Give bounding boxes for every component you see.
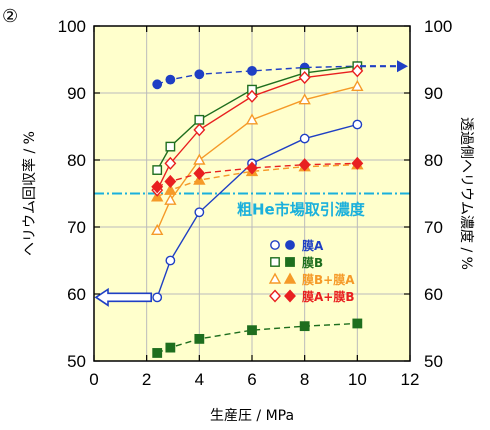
y-axis-label-left: ヘリウム回収率 / % xyxy=(21,131,38,256)
arrows-layer xyxy=(94,60,408,307)
legend-marker-filled xyxy=(284,289,296,303)
x-tick-label: 4 xyxy=(195,370,204,389)
recovery-point xyxy=(164,193,177,205)
recovery-line xyxy=(156,123,358,298)
concentration-point xyxy=(193,166,206,180)
y-tick-label-left: 60 xyxy=(67,285,86,304)
recovery-point xyxy=(194,207,205,218)
concentration-point xyxy=(352,318,363,329)
arrow-right-icon xyxy=(397,60,408,73)
legend-marker-open xyxy=(270,257,280,267)
recovery-point xyxy=(352,119,363,130)
recovery-line xyxy=(156,85,358,231)
series-layer xyxy=(151,61,364,358)
concentration-point xyxy=(247,325,257,336)
recovery-point xyxy=(245,113,259,125)
y-tick-label-right: 70 xyxy=(424,218,443,237)
recovery-point xyxy=(151,223,164,236)
y-tick-label-right: 50 xyxy=(424,352,443,371)
concentration-point xyxy=(164,174,177,188)
concentration-point xyxy=(246,161,258,175)
legend-label: 膜B xyxy=(302,255,323,270)
recovery-point xyxy=(246,89,258,103)
legend-marker-open xyxy=(270,240,280,250)
legend-label: 膜A xyxy=(302,238,324,253)
threshold-label: 粗He市場取引濃度 xyxy=(237,201,366,219)
legend-marker-filled xyxy=(285,257,295,267)
y-tick-label-right: 60 xyxy=(424,285,443,304)
threshold-line: 粗He市場取引濃度 xyxy=(94,192,410,219)
y-tick-label-left: 70 xyxy=(67,218,86,237)
y-tick-label-left: 50 xyxy=(67,352,86,371)
concentration-point xyxy=(298,158,311,172)
recovery-point xyxy=(165,255,176,266)
y-tick-label-left: 90 xyxy=(67,84,86,103)
x-tick-label: 6 xyxy=(247,370,256,389)
recovery-point xyxy=(165,141,176,152)
y-tick-label-right: 80 xyxy=(424,151,443,170)
y-tick-label-right: 100 xyxy=(424,17,452,36)
concentration-point xyxy=(165,74,176,85)
recovery-point xyxy=(194,114,205,125)
legend-label: 膜B+膜A xyxy=(302,272,355,287)
concentration-point xyxy=(351,156,364,170)
legend-marker-filled xyxy=(285,240,295,250)
series-1 xyxy=(152,61,363,303)
concentration-point xyxy=(151,180,164,194)
concentration-point xyxy=(194,333,205,344)
arrow-left-icon xyxy=(94,287,152,307)
legend-marker-open xyxy=(269,289,281,303)
x-tick-label: 8 xyxy=(300,370,309,389)
x-tick-label: 12 xyxy=(401,370,420,389)
legend-marker-open xyxy=(268,272,282,284)
recovery-point xyxy=(298,71,311,85)
recovery-point xyxy=(351,64,364,78)
y-tick-label-left: 100 xyxy=(58,17,86,36)
concentration-point xyxy=(152,79,163,90)
series-2 xyxy=(152,61,363,358)
recovery-point xyxy=(299,133,310,144)
x-tick-label: 10 xyxy=(348,370,367,389)
concentration-point xyxy=(165,342,176,353)
recovery-point xyxy=(351,79,364,92)
x-tick-label: 0 xyxy=(89,370,98,389)
y-tick-label-right: 90 xyxy=(424,84,443,103)
series-4 xyxy=(151,64,364,197)
recovery-point xyxy=(193,123,206,137)
recovery-point xyxy=(193,153,206,165)
concentration-point xyxy=(152,348,163,358)
recovery-point xyxy=(298,93,311,105)
recovery-point xyxy=(152,165,163,175)
legend-marker-filled xyxy=(283,272,297,284)
legend-label: 膜A+膜B xyxy=(302,289,355,304)
concentration-point xyxy=(299,321,310,332)
recovery-point xyxy=(152,292,163,303)
y-axis-label-right: 透過側ヘリウム濃度 / % xyxy=(458,117,474,270)
concentration-point xyxy=(247,65,257,76)
x-axis-label: 生産圧 / MPa xyxy=(210,408,294,424)
concentration-point xyxy=(194,69,205,80)
recovery-line xyxy=(156,70,358,191)
concentration-point xyxy=(164,183,177,195)
y-tick-label-left: 80 xyxy=(67,151,86,170)
legend: 膜A 膜B 膜B+膜A 膜A+膜B xyxy=(268,238,355,304)
figure-label: ② xyxy=(2,6,18,27)
x-tick-label: 2 xyxy=(142,370,151,389)
recovery-point xyxy=(164,156,177,170)
